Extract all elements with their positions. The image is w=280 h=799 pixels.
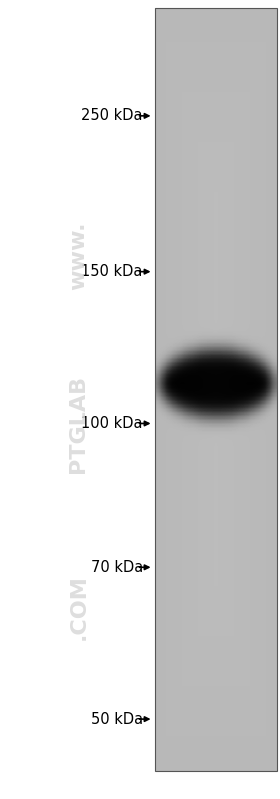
Text: 50 kDa: 50 kDa xyxy=(91,712,143,726)
Bar xyxy=(155,8,277,771)
Text: 70 kDa: 70 kDa xyxy=(90,560,143,574)
Text: 100 kDa: 100 kDa xyxy=(81,416,143,431)
Text: PTGLAB: PTGLAB xyxy=(68,375,88,472)
Text: .COM: .COM xyxy=(68,574,88,640)
Text: 250 kDa: 250 kDa xyxy=(81,109,143,123)
Text: www.: www. xyxy=(68,221,88,290)
Text: 150 kDa: 150 kDa xyxy=(81,264,143,279)
